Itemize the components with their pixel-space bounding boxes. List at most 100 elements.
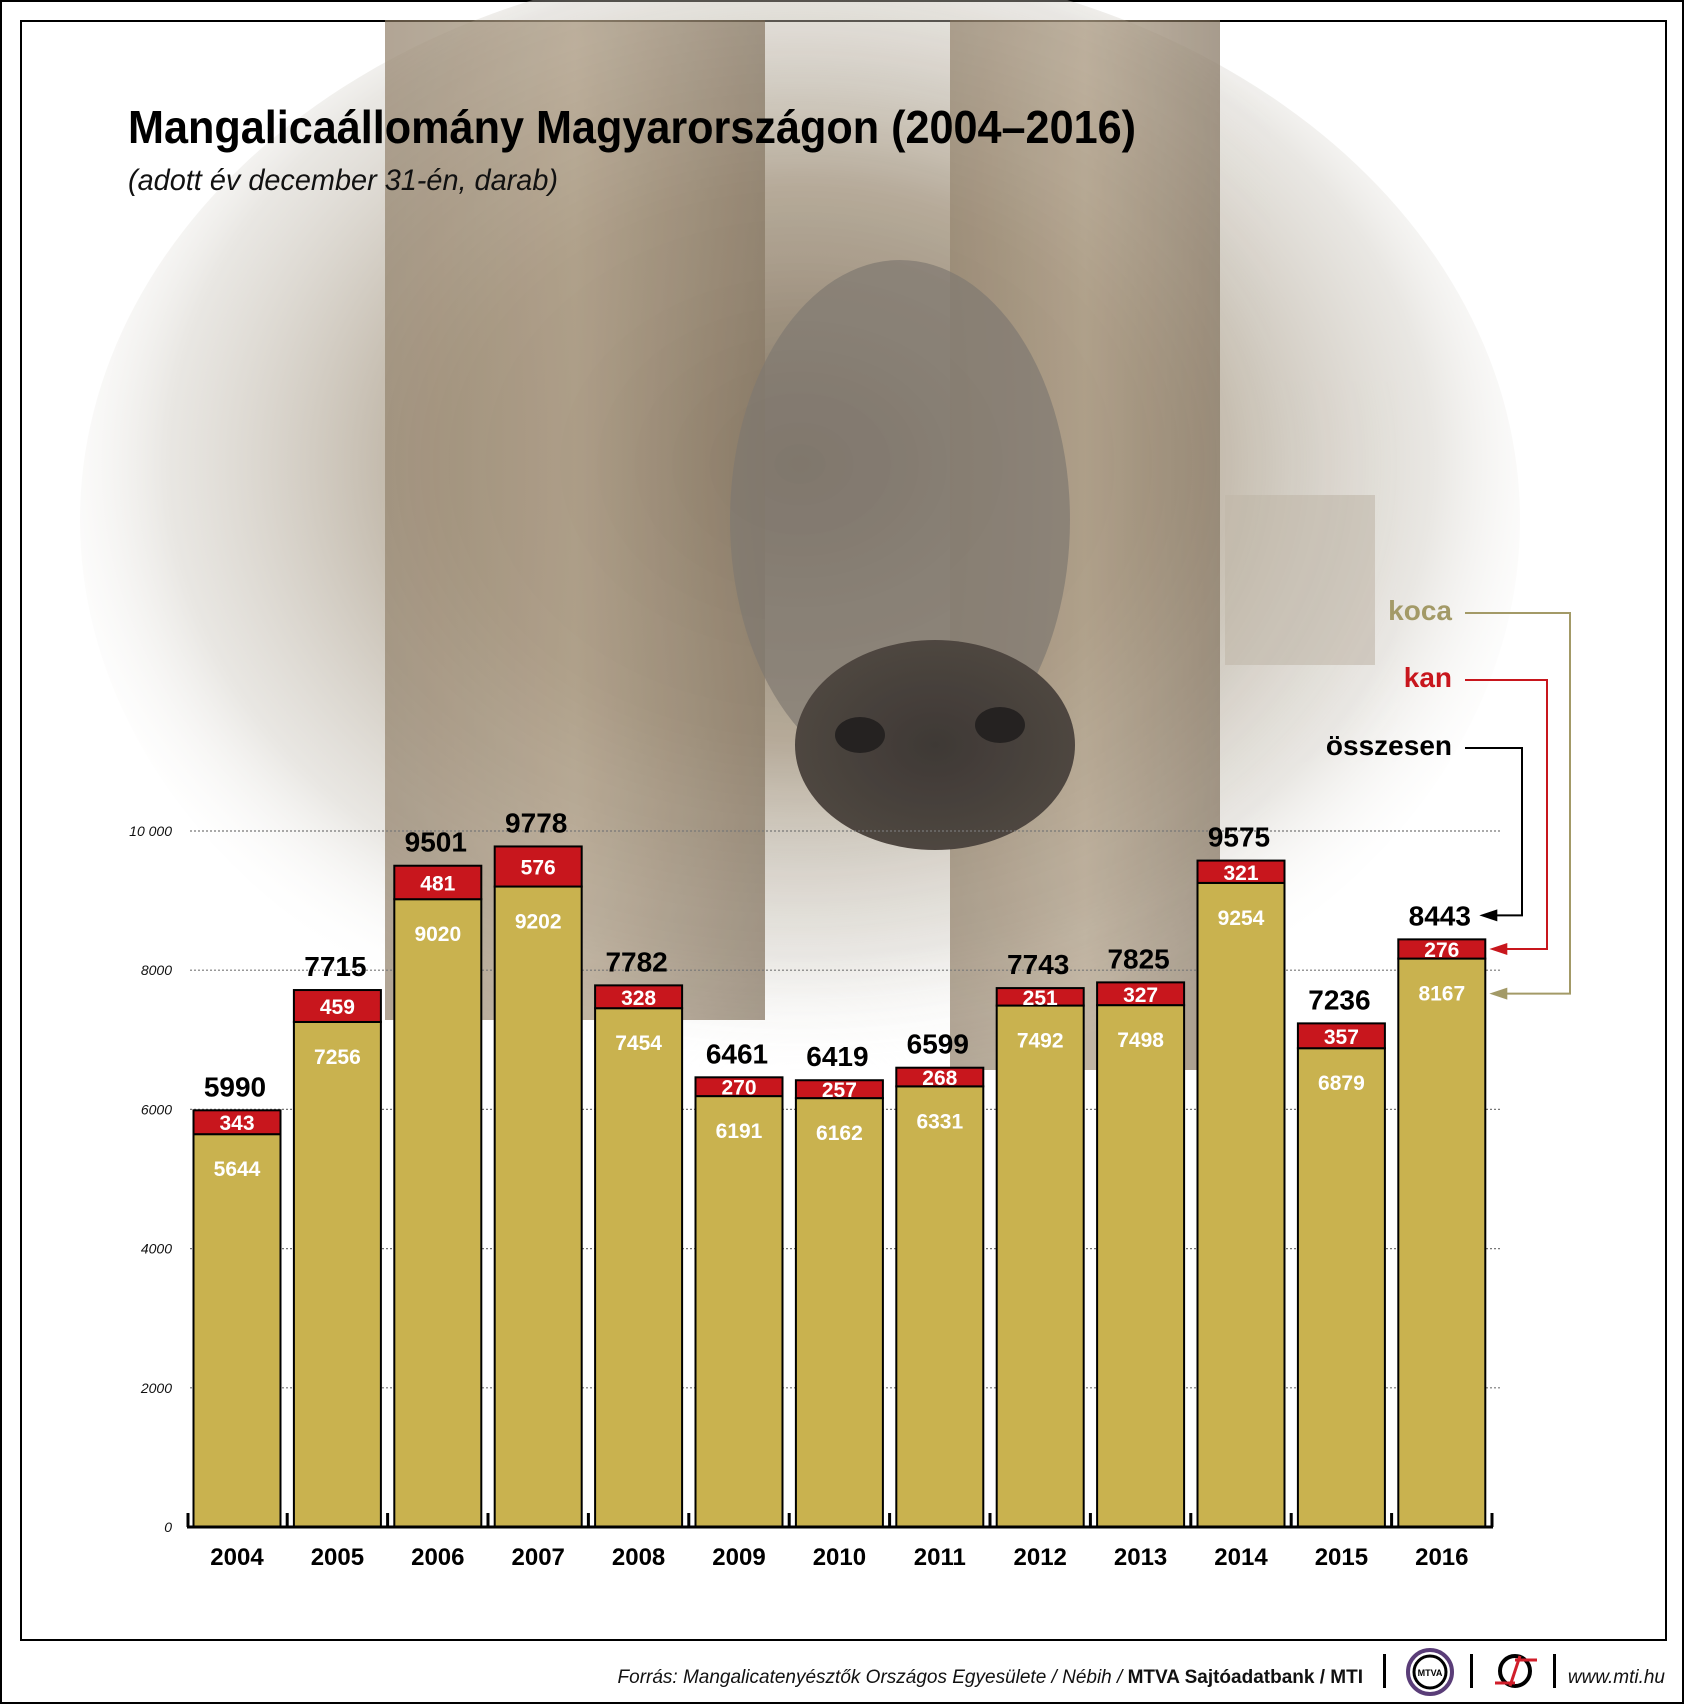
- x-tick-label: 2014: [1214, 1544, 1268, 1571]
- bar-kan: [895, 1066, 985, 1088]
- bar-koca: [493, 885, 583, 1528]
- bar-kan: [292, 989, 382, 1023]
- label-kan: 459: [320, 996, 355, 1019]
- arrow-icon: [1489, 942, 1508, 955]
- bar-group-2005: 7256 459 7715: [292, 951, 382, 1529]
- label-kan: 276: [1424, 939, 1459, 962]
- label-total: 6419: [806, 1041, 868, 1072]
- bar-kan: [1397, 938, 1487, 960]
- label-kan: 321: [1223, 862, 1258, 885]
- x-tick-label: 2015: [1315, 1544, 1368, 1571]
- label-koca: 9254: [1218, 907, 1265, 930]
- bar-koca: [292, 1020, 382, 1529]
- legend-kan: kan: [1404, 662, 1452, 693]
- bar-group-2004: 5644 343 5990: [192, 1071, 282, 1528]
- separator: [1470, 1654, 1473, 1688]
- bar-kan: [493, 845, 583, 888]
- footer: Forrás: Mangalicatenyésztők Országos Egy…: [618, 1648, 1666, 1696]
- background-photo: [80, 0, 1520, 1080]
- bar-group-2011: 6331 268 6599: [895, 1029, 985, 1529]
- legend-connector: [1465, 679, 1548, 950]
- url-link[interactable]: www.mti.hu: [1568, 1667, 1666, 1688]
- separator: [1553, 1654, 1556, 1688]
- bar-group-2006: 9020 481 9501: [393, 827, 483, 1528]
- x-axis: 2004 2005 2006 2007 2008 2009 2010 2011 2012 2013…: [186, 1513, 1494, 1571]
- label-koca: 7256: [314, 1046, 361, 1069]
- source-prefix: Forrás: Mangalicatenyésztők Országos Egy…: [618, 1667, 1128, 1688]
- bar-group-2009: 6191 270 6461: [694, 1038, 784, 1529]
- bar-koca: [1096, 1004, 1186, 1528]
- label-koca: 8167: [1418, 983, 1465, 1006]
- label-kan: 357: [1324, 1026, 1359, 1049]
- label-koca: 6162: [816, 1122, 863, 1145]
- label-total: 9778: [505, 807, 567, 838]
- legend-osszesen: összesen: [1326, 730, 1452, 761]
- x-tick-label: 2006: [411, 1544, 464, 1571]
- separator: [1383, 1654, 1386, 1688]
- x-tick-label: 2008: [612, 1544, 665, 1571]
- x-tick-label: 2012: [1014, 1544, 1067, 1571]
- bar-kan: [1096, 981, 1186, 1007]
- label-kan: 268: [922, 1067, 957, 1090]
- chart-title: Mangalicaállomány Magyarországon (2004–2…: [128, 101, 1136, 153]
- label-total: 6461: [706, 1038, 768, 1069]
- x-tick-label: 2007: [512, 1544, 565, 1571]
- bar-koca: [594, 1007, 684, 1528]
- bar-kan: [594, 984, 684, 1010]
- label-total: 9575: [1208, 822, 1270, 853]
- x-tick-label: 2005: [311, 1544, 364, 1571]
- label-kan: 576: [521, 856, 556, 879]
- x-tick-label: 2011: [914, 1544, 966, 1571]
- y-tick-label: 8000: [141, 962, 172, 978]
- x-tick-label: 2004: [210, 1544, 264, 1571]
- label-total: 8443: [1409, 900, 1471, 931]
- bar-group-2012: 7492 251 7743: [995, 949, 1085, 1528]
- x-tick-label: 2010: [813, 1544, 866, 1571]
- label-total: 7236: [1308, 984, 1370, 1015]
- label-koca: 9202: [515, 911, 562, 934]
- bar-kan: [192, 1109, 282, 1136]
- bar-kan: [1196, 859, 1286, 884]
- label-kan: 481: [420, 872, 455, 895]
- label-koca: 6331: [916, 1110, 963, 1133]
- y-axis-ticks: 0 2000 4000 6000 8000 10 000: [129, 823, 172, 1535]
- bar-koca: [1196, 881, 1286, 1528]
- svg-text:MTVA: MTVA: [1418, 1668, 1443, 1678]
- arrow-icon: [1489, 987, 1508, 1000]
- bar-kan: [694, 1076, 784, 1098]
- label-kan: 257: [822, 1079, 857, 1102]
- bar-group-2015: 6879 357 7236: [1296, 984, 1386, 1528]
- label-koca: 9020: [414, 923, 461, 946]
- label-koca: 7498: [1117, 1029, 1164, 1052]
- label-kan: 327: [1123, 984, 1158, 1007]
- source-text: Forrás: Mangalicatenyésztők Országos Egy…: [618, 1667, 1363, 1688]
- legend-connectors: [1465, 612, 1571, 1000]
- y-tick-label: 6000: [141, 1101, 172, 1117]
- y-tick-label: 2000: [140, 1380, 172, 1396]
- legend-koca: koca: [1388, 595, 1452, 626]
- bar-koca: [1296, 1047, 1386, 1528]
- bar-kan: [393, 864, 483, 901]
- label-total: 6599: [907, 1029, 969, 1060]
- label-koca: 7454: [615, 1032, 662, 1055]
- bar-koca: [694, 1095, 784, 1529]
- bar-group-2016: 8167 276 8443: [1397, 900, 1487, 1528]
- label-kan: 343: [219, 1112, 254, 1135]
- label-kan: 270: [721, 1077, 756, 1100]
- bar-kan: [1296, 1022, 1386, 1050]
- label-koca: 6879: [1318, 1072, 1365, 1095]
- label-kan: 251: [1023, 987, 1058, 1010]
- label-total: 9501: [405, 827, 467, 858]
- x-tick-label: 2016: [1415, 1544, 1468, 1571]
- mti-logo-icon: [1495, 1654, 1537, 1688]
- bar-koca: [393, 898, 483, 1528]
- legend-connector: [1465, 747, 1523, 917]
- bar-group-2014: 9254 321 9575: [1196, 822, 1286, 1528]
- label-total: 7743: [1007, 949, 1069, 980]
- bar-koca: [895, 1085, 985, 1529]
- label-koca: 7492: [1017, 1030, 1064, 1053]
- label-total: 7715: [304, 951, 366, 982]
- bar-group-2008: 7454 328 7782: [594, 946, 684, 1528]
- label-koca: 5644: [214, 1158, 261, 1181]
